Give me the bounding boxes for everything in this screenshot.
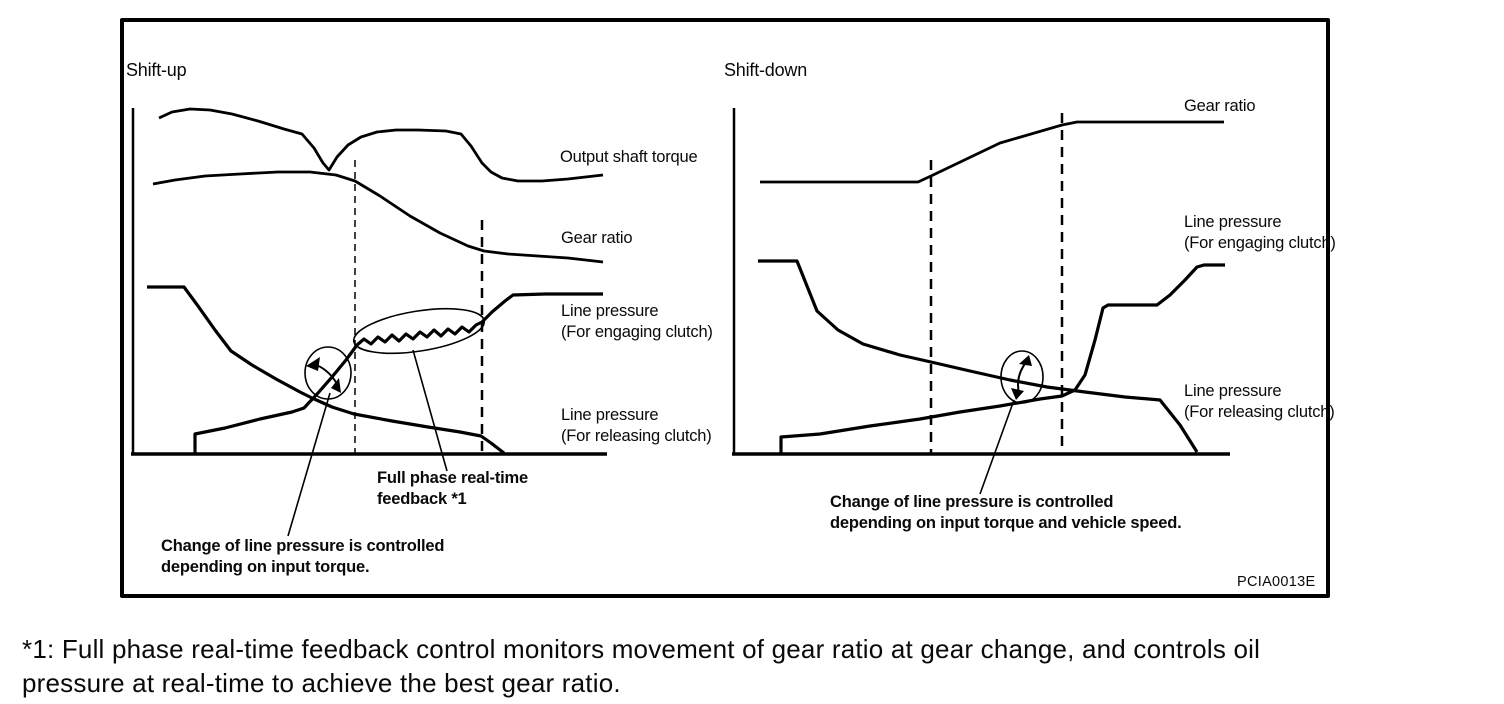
right-circle-pointer-line bbox=[979, 399, 1015, 495]
label-line-pressure-releasing-right: Line pressure (For releasing clutch) bbox=[1184, 382, 1335, 421]
right-releasing-pressure-curve bbox=[758, 259, 1199, 453]
label-line-pressure-releasing-left: Line pressure (For releasing clutch) bbox=[561, 406, 712, 445]
right-rotate-arrow-head-top bbox=[1019, 355, 1032, 366]
left-rotate-arrow-head-top bbox=[306, 357, 320, 371]
left-circle-pointer-line bbox=[287, 392, 331, 537]
panel-title-shift-up: Shift-up bbox=[126, 60, 187, 80]
label-gear-ratio-right: Gear ratio bbox=[1184, 97, 1256, 115]
right-rotate-arrow-head-bottom bbox=[1011, 388, 1024, 400]
annotation-full-phase-feedback: Full phase real-time feedback *1 bbox=[377, 469, 528, 508]
label-output-shaft-torque: Output shaft torque bbox=[560, 148, 698, 166]
left-rotate-arrow-head-bottom bbox=[331, 378, 341, 393]
left-feedback-ellipse bbox=[352, 307, 486, 355]
annotation-change-pressure-right: Change of line pressure is controlled de… bbox=[830, 493, 1182, 532]
panel-title-shift-down: Shift-down bbox=[724, 60, 808, 80]
left-engaging-pressure-curve bbox=[193, 292, 603, 454]
right-gear-ratio-curve bbox=[760, 120, 1224, 184]
right-adjust-circle bbox=[1000, 350, 1044, 404]
label-gear-ratio-left: Gear ratio bbox=[561, 229, 633, 247]
label-line-pressure-engaging-left: Line pressure (For engaging clutch) bbox=[561, 302, 713, 341]
right-engaging-pressure-curve bbox=[779, 263, 1225, 454]
footnote-text: *1: Full phase real-time feedback contro… bbox=[22, 634, 1261, 698]
left-output-shaft-torque-curve bbox=[158, 107, 604, 183]
annotation-change-pressure-left: Change of line pressure is controlled de… bbox=[161, 537, 445, 576]
right-rotate-arrow-arc bbox=[1017, 360, 1028, 394]
figure-code: PCIA0013E bbox=[1237, 574, 1316, 590]
figure-border bbox=[120, 18, 1330, 598]
left-gear-ratio-curve bbox=[152, 170, 604, 264]
label-line-pressure-engaging-right: Line pressure (For engaging clutch) bbox=[1184, 213, 1336, 252]
left-ellipse-pointer-line bbox=[412, 349, 448, 472]
